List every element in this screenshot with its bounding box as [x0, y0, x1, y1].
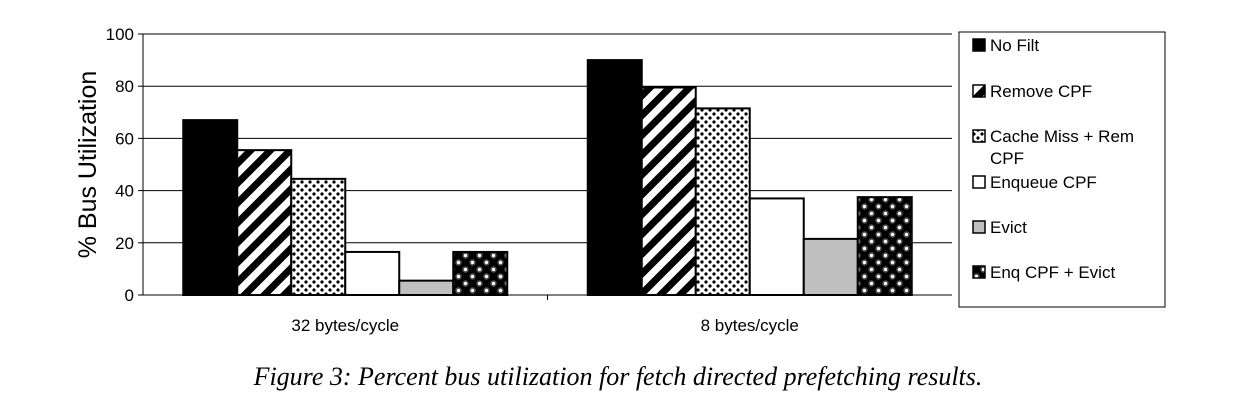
legend-swatch — [972, 38, 986, 52]
bar — [640, 86, 697, 296]
legend-label: Evict — [990, 218, 1027, 237]
figure-caption: Figure 3: Percent bus utilization for fe… — [253, 362, 983, 391]
axes: 0 20 40 60 80 100 32 bytes/cycle 8 bytes/cycle%… — [74, 25, 952, 335]
y-tick-label: 80 — [115, 77, 134, 96]
y-tick-label: 60 — [115, 129, 134, 148]
y-tick-label: 0 — [125, 286, 134, 305]
legend: No Filt Remove CPF Cache Miss + Rem CPF Enqu… — [958, 31, 1166, 308]
legend-swatch — [972, 175, 986, 189]
legend-box — [958, 31, 1166, 308]
bar — [182, 119, 239, 296]
legend-swatch — [972, 129, 986, 143]
y-axis-label: % Bus Utilization — [74, 71, 102, 259]
legend-swatch — [972, 265, 986, 279]
bar — [748, 197, 805, 296]
legend-label: Enqueue CPF — [990, 173, 1097, 192]
y-tick-label: 20 — [115, 234, 134, 253]
legend-swatch — [972, 84, 986, 98]
y-tick-label: 100 — [106, 25, 134, 44]
bar — [452, 250, 509, 296]
bar — [802, 237, 859, 296]
legend-swatch — [972, 220, 986, 234]
legend-label: Remove CPF — [990, 82, 1092, 101]
bars — [182, 59, 913, 297]
bar — [290, 177, 347, 296]
legend-label: No Filt — [990, 36, 1039, 55]
y-tick-label: 40 — [115, 182, 134, 201]
legend-label: CPF — [990, 149, 1024, 168]
bar — [694, 107, 751, 297]
bar — [236, 149, 293, 296]
legend-label: Enq CPF + Evict — [990, 263, 1115, 282]
bar — [398, 279, 455, 296]
x-category-label: 8 bytes/cycle — [701, 316, 799, 335]
legend-label: Cache Miss + Rem — [990, 127, 1134, 146]
bar — [344, 250, 401, 296]
x-category-label: 32 bytes/cycle — [291, 316, 399, 335]
bar — [586, 59, 643, 296]
bar — [856, 196, 913, 296]
bar-chart: 0 20 40 60 80 100 32 bytes/cycle 8 bytes/cycle%… — [74, 25, 1166, 335]
